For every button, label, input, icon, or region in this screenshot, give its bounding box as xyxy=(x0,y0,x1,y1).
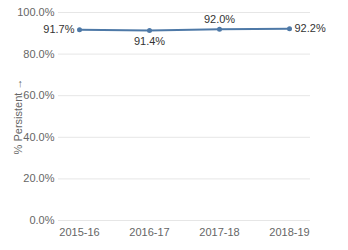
svg-text:% Persistent →: % Persistent → xyxy=(12,79,24,155)
svg-text:91.7%: 91.7% xyxy=(43,23,74,35)
svg-text:60.0%: 60.0% xyxy=(23,89,54,101)
svg-text:2015-16: 2015-16 xyxy=(59,226,99,238)
svg-text:2018-19: 2018-19 xyxy=(269,226,309,238)
svg-text:40.0%: 40.0% xyxy=(23,131,54,143)
svg-text:80.0%: 80.0% xyxy=(23,48,54,60)
svg-text:20.0%: 20.0% xyxy=(23,172,54,184)
svg-text:0.0%: 0.0% xyxy=(29,214,54,226)
svg-text:100.0%: 100.0% xyxy=(17,6,55,18)
svg-text:92.0%: 92.0% xyxy=(204,13,235,25)
svg-text:92.2%: 92.2% xyxy=(295,22,326,34)
svg-text:2017-18: 2017-18 xyxy=(199,226,239,238)
svg-text:2016-17: 2016-17 xyxy=(129,226,169,238)
svg-text:91.4%: 91.4% xyxy=(134,35,165,47)
